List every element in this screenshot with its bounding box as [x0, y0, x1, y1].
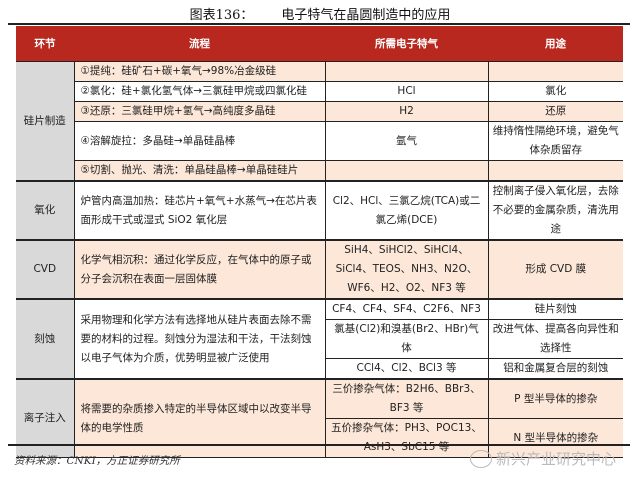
use-cell: 维持惰性隔绝环境，避免气体杂质留存 — [487, 121, 623, 161]
process-cell: ④溶解旋拉：多晶硅→单晶硅晶棒 — [73, 121, 326, 161]
use-cell: 控制离子侵入氧化层，去除不必要的金属杂质，清洗用途 — [487, 180, 623, 241]
header-row: 环节 流程 所需电子特气 用途 — [16, 26, 623, 62]
stage-cell: CVD — [16, 239, 75, 300]
use-cell: 改进气体、提高各向异性和选择性 — [487, 319, 623, 359]
header-use: 用途 — [488, 26, 623, 62]
use-cell: P 型半导体的掺杂 — [487, 378, 623, 419]
figure-number: 图表136： — [189, 8, 254, 23]
gas-cell: Cl2、HCl、三氯乙烷(TCA)或二氯乙烯(DCE) — [324, 180, 489, 241]
header-stage: 环节 — [16, 26, 74, 62]
process-cell: ③还原：三氯硅甲烷+氢气→高纯度多晶硅 — [73, 101, 326, 122]
use-cell: 硅片刻蚀 — [487, 298, 623, 320]
gas-cell: 五价掺杂气体：PH3、POC13、AsH3、SbC15 等 — [324, 418, 489, 458]
process-cell: 炉管内高温加热：硅芯片+氧气+水蒸气→在芯片表面形成干式或湿式 SiO2 氧化层 — [73, 180, 326, 241]
wechat-icon — [470, 449, 492, 468]
table-row: ③还原：三氯硅甲烷+氢气→高纯度多晶硅 H2 还原 — [16, 101, 623, 122]
source-note: 资料来源：CNKI，方正证券研究所 — [14, 455, 180, 467]
gas-application-table: 环节 流程 所需电子特气 用途 硅片制造 ①提纯：硅矿石+碳+氧气→98%冶金级… — [16, 26, 623, 458]
gas-cell: SiH4、SiHCl2、SiHCl4、SiCl4、TEOS、NH3、N2O、WF… — [324, 239, 489, 300]
stage-cell: 氧化 — [16, 180, 75, 241]
table-row: CVD 化学气相沉积：通过化学反应，在气体中的原子或分子会沉积在表面一层固体膜 … — [16, 239, 623, 300]
top-rule — [8, 23, 630, 25]
table-row: 离子注入 将需要的杂质掺入特定的半导体区域中以改变半导体的电学性质 三价掺杂气体… — [16, 378, 623, 458]
table-row: 氧化 炉管内高温加热：硅芯片+氧气+水蒸气→在芯片表面形成干式或湿式 SiO2 … — [16, 180, 623, 241]
use-cell — [487, 61, 623, 82]
gas-cell: CCl4、Cl2、BCl3 等 — [324, 358, 489, 380]
stage-cell: 硅片制造 — [16, 61, 75, 182]
process-cell: 采用物理和化学方法有选择地从硅片表面去除不需要的材料的过程。刻蚀分为湿法和干法，… — [73, 298, 326, 380]
gas-cell: HCl — [324, 81, 489, 102]
header-process: 流程 — [74, 26, 325, 62]
bottom-rule — [8, 444, 630, 446]
header-gas: 所需电子特气 — [325, 26, 488, 62]
watermark: 新兴产业研究中心 — [470, 448, 616, 469]
gas-cell: CF4、CF4、SF4、C2F6、NF3 — [324, 298, 489, 320]
gas-cell: 氯基(Cl2)和溴基(Br2、HBr)气体 — [324, 319, 489, 359]
gas-cell: H2 — [324, 101, 489, 122]
table-row: ④溶解旋拉：多晶硅→单晶硅晶棒 氩气 维持惰性隔绝环境，避免气体杂质留存 — [16, 121, 623, 161]
table-row: 硅片制造 ①提纯：硅矿石+碳+氧气→98%冶金级硅 — [16, 61, 623, 182]
use-cell: N 型半导体的掺杂 — [487, 418, 623, 458]
process-cell: ①提纯：硅矿石+碳+氧气→98%冶金级硅 — [73, 61, 326, 82]
use-cell — [487, 160, 623, 182]
stage-cell: 刻蚀 — [16, 298, 75, 380]
process-cell: ⑤切割、抛光、清洗：单晶硅晶棒→单晶硅硅片 — [73, 160, 326, 182]
process-cell: ②氯化：硅+氯化氢气体→三氯硅甲烷或四氯化硅 — [73, 81, 326, 102]
gas-cell — [324, 160, 489, 182]
use-cell: 铝和金属复合层的刻蚀 — [487, 358, 623, 380]
process-cell: 化学气相沉积：通过化学反应，在气体中的原子或分子会沉积在表面一层固体膜 — [73, 239, 326, 300]
use-cell: 还原 — [487, 101, 623, 122]
table-row: 刻蚀 采用物理和化学方法有选择地从硅片表面去除不需要的材料的过程。刻蚀分为湿法和… — [16, 298, 623, 380]
figure-caption: 电子特气在晶圆制造中的应用 — [281, 8, 451, 23]
figure-title: 图表136： 电子特气在晶圆制造中的应用 — [0, 4, 640, 23]
gas-cell — [324, 61, 489, 82]
gas-cell: 三价掺杂气体：B2H6、BBr3、BF3 等 — [324, 378, 489, 419]
use-cell: 形成 CVD 膜 — [487, 239, 623, 300]
gas-cell: 氩气 — [324, 121, 489, 161]
table-row: ②氯化：硅+氯化氢气体→三氯硅甲烷或四氯化硅 HCl 氯化 — [16, 81, 623, 102]
use-cell: 氯化 — [487, 81, 623, 102]
table-row: ⑤切割、抛光、清洗：单晶硅晶棒→单晶硅硅片 — [16, 160, 623, 182]
watermark-text: 新兴产业研究中心 — [496, 450, 617, 468]
